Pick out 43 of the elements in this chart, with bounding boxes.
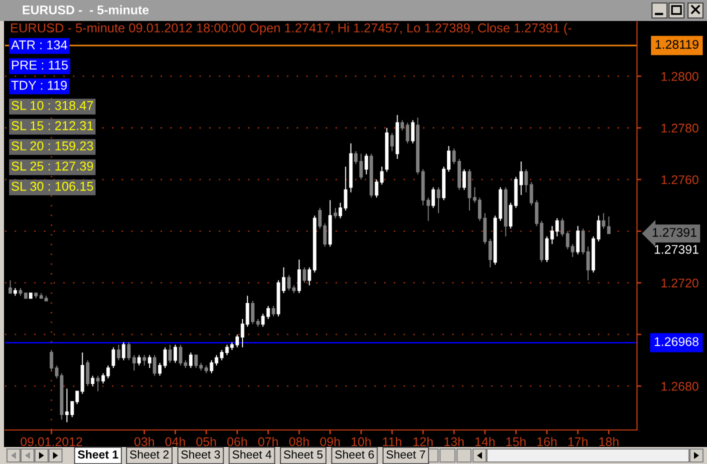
- x-tick-label: 07h: [258, 436, 278, 446]
- x-tick-label: 17h: [568, 436, 588, 446]
- x-tick-label: 12h: [414, 436, 433, 446]
- annotation: TDY : 119: [11, 80, 67, 90]
- ref-line-label: 1.26968: [654, 337, 698, 346]
- x-tick-label: 08h: [289, 436, 309, 446]
- text: 1.27391: [652, 228, 696, 237]
- chart-subtitle: EURUSD - 5-minute 09.01.2012 18:00:00 Open 1.27417, Hi 1.27457, Lo 1.27389, Close 1.27391 (-: [11, 23, 572, 35]
- y-tick-label: 1.2800: [662, 72, 698, 81]
- annotation: SL 20 : 159.23: [12, 141, 94, 150]
- y-tick-label: 1.2720: [662, 278, 698, 288]
- text: Sheet 6: [335, 450, 374, 459]
- x-tick-label: 03h: [134, 436, 154, 446]
- annotation: SL 30 : 106.15: [12, 182, 94, 191]
- text: Sheet 1: [78, 450, 118, 459]
- x-tick-label: 14h: [475, 436, 495, 446]
- x-tick-label: 11h: [383, 436, 402, 446]
- y-tick-label: 1.2680: [662, 382, 698, 391]
- x-tick-label: 13h: [444, 436, 464, 446]
- y-tick-label: 1.2780: [662, 124, 698, 133]
- annotation: SL 15 : 212.31: [12, 121, 94, 130]
- text: Sheet 3: [181, 450, 220, 459]
- text: Sheet 7: [386, 450, 426, 459]
- x-tick-label: 10h: [352, 436, 371, 446]
- annotation: SL 25 : 127.39: [12, 162, 94, 171]
- x-tick-label: 04h: [165, 436, 185, 446]
- x-tick-label: 16h: [537, 436, 557, 446]
- annotation: ATR : 134: [11, 40, 68, 50]
- ref-line-label: 1.28119: [656, 40, 698, 49]
- annotation: SL 10 : 318.47: [12, 100, 94, 110]
- text: Sheet 5: [284, 450, 323, 459]
- x-tick-label: 15h: [506, 436, 526, 446]
- annotation: PRE : 115: [12, 60, 68, 70]
- x-tick-label: 09h: [320, 436, 340, 446]
- y-tick-label: 1.2760: [662, 175, 698, 184]
- text: Sheet 2: [130, 450, 169, 459]
- x-tick-label: 18h: [599, 436, 618, 446]
- text: 1.27391: [654, 244, 698, 254]
- x-tick-label: 05h: [196, 436, 216, 446]
- text: Sheet 4: [232, 450, 272, 459]
- x-tick-label: 09.01.2012: [20, 437, 82, 446]
- chart-title: EURUSD - - 5-minute: [22, 5, 149, 14]
- x-tick-label: 06h: [227, 436, 247, 446]
